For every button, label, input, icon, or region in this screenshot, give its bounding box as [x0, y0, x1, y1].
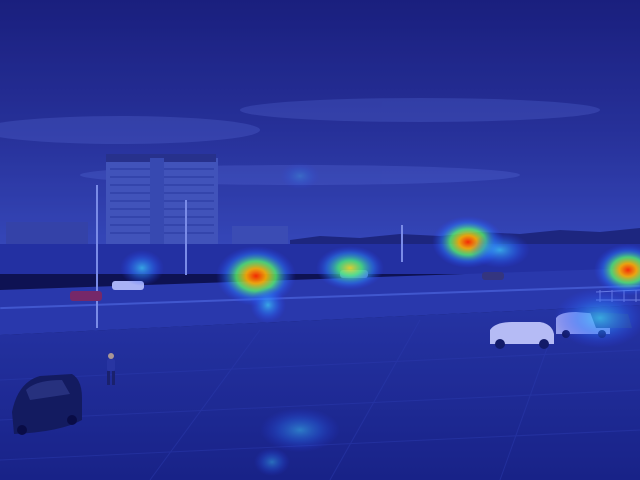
heat-spot-bottom-center-2	[254, 448, 290, 476]
person	[107, 353, 115, 385]
heat-spot-bottom-center	[260, 408, 340, 452]
road	[0, 268, 640, 335]
plaza	[0, 305, 640, 480]
heat-spot-center-right-glow	[470, 232, 530, 268]
low-building-center	[232, 226, 288, 246]
dark-car-bottom-left	[12, 374, 82, 435]
heat-spot-horizon-faint	[280, 162, 320, 190]
heat-spot-center	[316, 246, 384, 290]
tall-building	[106, 154, 218, 244]
heat-spot-right-edge	[594, 244, 640, 296]
heat-spot-car-left	[120, 250, 164, 286]
street-lights	[96, 185, 403, 328]
heat-spot-center-left-tail	[250, 287, 286, 323]
heatmap-hotspots	[120, 162, 640, 476]
low-building-left	[6, 222, 88, 246]
heat-spot-parked-right	[554, 288, 640, 348]
road-lane-line	[0, 284, 640, 310]
